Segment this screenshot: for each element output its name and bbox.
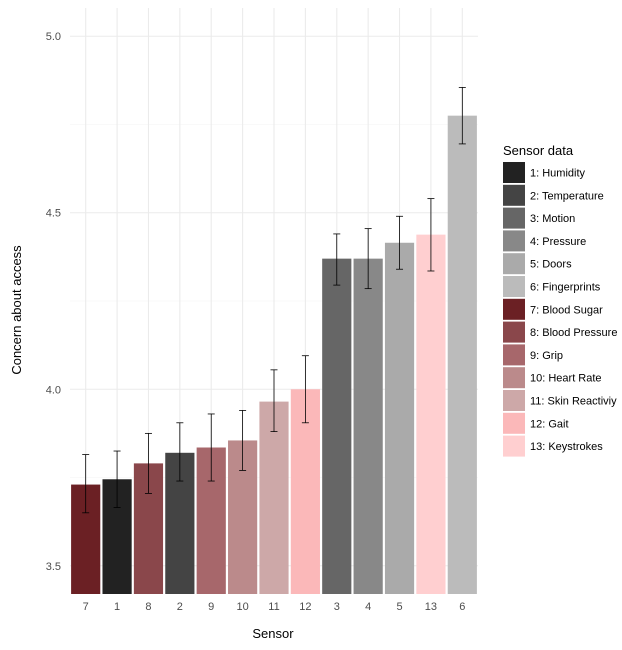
legend-label: 12: Gait	[530, 418, 569, 430]
error-bar-sensor-11	[270, 369, 278, 433]
legend-swatch	[503, 435, 525, 457]
legend-swatch	[503, 390, 525, 411]
legend-swatch	[503, 162, 525, 183]
legend-label: 3: Motion	[530, 213, 575, 225]
y-tick-label: 4.0	[46, 384, 61, 396]
legend-item: 1: Humidity	[503, 162, 586, 183]
y-axis-title: Concern about access	[9, 245, 24, 375]
x-tick-label: 4	[365, 601, 371, 613]
x-tick-label: 3	[334, 601, 340, 613]
bar-sensor-12	[290, 389, 320, 594]
error-bar-sensor-12	[301, 355, 309, 424]
legend-item: 3: Motion	[503, 207, 575, 229]
x-tick-label: 6	[459, 601, 465, 613]
error-bar-sensor-8	[144, 432, 152, 494]
legend-label: 11: Skin Reactiviy	[530, 396, 617, 408]
y-tick-label: 3.5	[46, 561, 61, 573]
legend-swatch	[503, 412, 525, 434]
bar-sensor-3	[322, 258, 352, 594]
error-bar-sensor-10	[239, 410, 247, 471]
legend-label: 1: Humidity	[530, 168, 586, 180]
error-bar-sensor-3	[333, 233, 341, 286]
bars	[71, 115, 477, 595]
legend-title: Sensor data	[503, 143, 574, 158]
y-tick-label: 4.5	[46, 208, 61, 220]
legend-label: 6: Fingerprints	[530, 282, 601, 294]
x-axis-title: Sensor	[252, 626, 294, 641]
x-tick-label: 5	[396, 601, 402, 613]
bar-sensor-13	[416, 234, 446, 594]
legend-item: 12: Gait	[503, 412, 569, 434]
legend-label: 13: Keystrokes	[530, 441, 603, 453]
legend-item: 8: Blood Pressure	[503, 321, 617, 343]
error-bar-sensor-7	[82, 454, 90, 514]
legend-item: 5: Doors	[503, 253, 572, 275]
legend-label: 9: Grip	[530, 350, 563, 362]
x-tick-label: 2	[177, 601, 183, 613]
legend-swatch	[503, 276, 525, 297]
x-tick-label: 11	[268, 601, 279, 613]
legend-item: 13: Keystrokes	[503, 435, 603, 457]
x-axis-ticks: 7 1 8 2 9 10 11 12 3 4 5 13 6	[83, 601, 466, 613]
legend-label: 5: Doors	[530, 259, 572, 271]
error-bar-sensor-4	[364, 228, 372, 290]
x-tick-label: 13	[425, 601, 437, 613]
error-bar-sensor-6	[458, 87, 466, 145]
legend-label: 4: Pressure	[530, 236, 586, 248]
legend-swatch	[503, 344, 525, 366]
x-tick-label: 7	[83, 601, 89, 613]
y-tick-label: 5.0	[46, 31, 61, 43]
legend-label: 2: Temperature	[530, 190, 604, 202]
legend-item: 10: Heart Rate	[503, 367, 602, 389]
legend-swatch	[503, 184, 525, 206]
legend-item: 7: Blood Sugar	[503, 298, 603, 320]
legend-label: 10: Heart Rate	[530, 373, 602, 385]
legend-item: 6: Fingerprints	[503, 276, 601, 297]
legend-item: 2: Temperature	[503, 184, 604, 206]
x-tick-label: 10	[236, 601, 248, 613]
bar-sensor-11	[259, 401, 289, 594]
x-tick-label: 9	[208, 601, 214, 613]
legend-label: 8: Blood Pressure	[530, 327, 617, 339]
x-tick-label: 12	[299, 601, 311, 613]
legend-swatch	[503, 321, 525, 343]
legend-swatch	[503, 253, 525, 275]
x-tick-label: 8	[145, 601, 151, 613]
error-bar-sensor-9	[207, 413, 215, 482]
bar-sensor-6	[447, 115, 477, 595]
legend-swatch	[503, 298, 525, 320]
legend-label: 7: Blood Sugar	[530, 304, 603, 316]
error-bar-sensor-1	[113, 450, 121, 508]
legend-item: 9: Grip	[503, 344, 563, 366]
error-bar-sensor-13	[427, 198, 435, 272]
bar-sensor-4	[353, 258, 383, 594]
bar-sensor-5	[384, 242, 415, 595]
legend-item: 4: Pressure	[503, 230, 586, 252]
legend: Sensor data 1: Humidity 2: Temperature 3: …	[503, 143, 617, 457]
y-axis-ticks: 3.5 4.0 4.5 5.0	[46, 31, 61, 573]
error-bars	[82, 87, 466, 514]
legend-swatch	[503, 230, 525, 252]
legend-swatch	[503, 207, 525, 229]
legend-item: 11: Skin Reactiviy	[503, 390, 617, 411]
legend-swatch	[503, 367, 525, 389]
error-bar-sensor-5	[396, 215, 404, 270]
x-tick-label: 1	[114, 601, 120, 613]
error-bar-sensor-2	[176, 422, 184, 482]
